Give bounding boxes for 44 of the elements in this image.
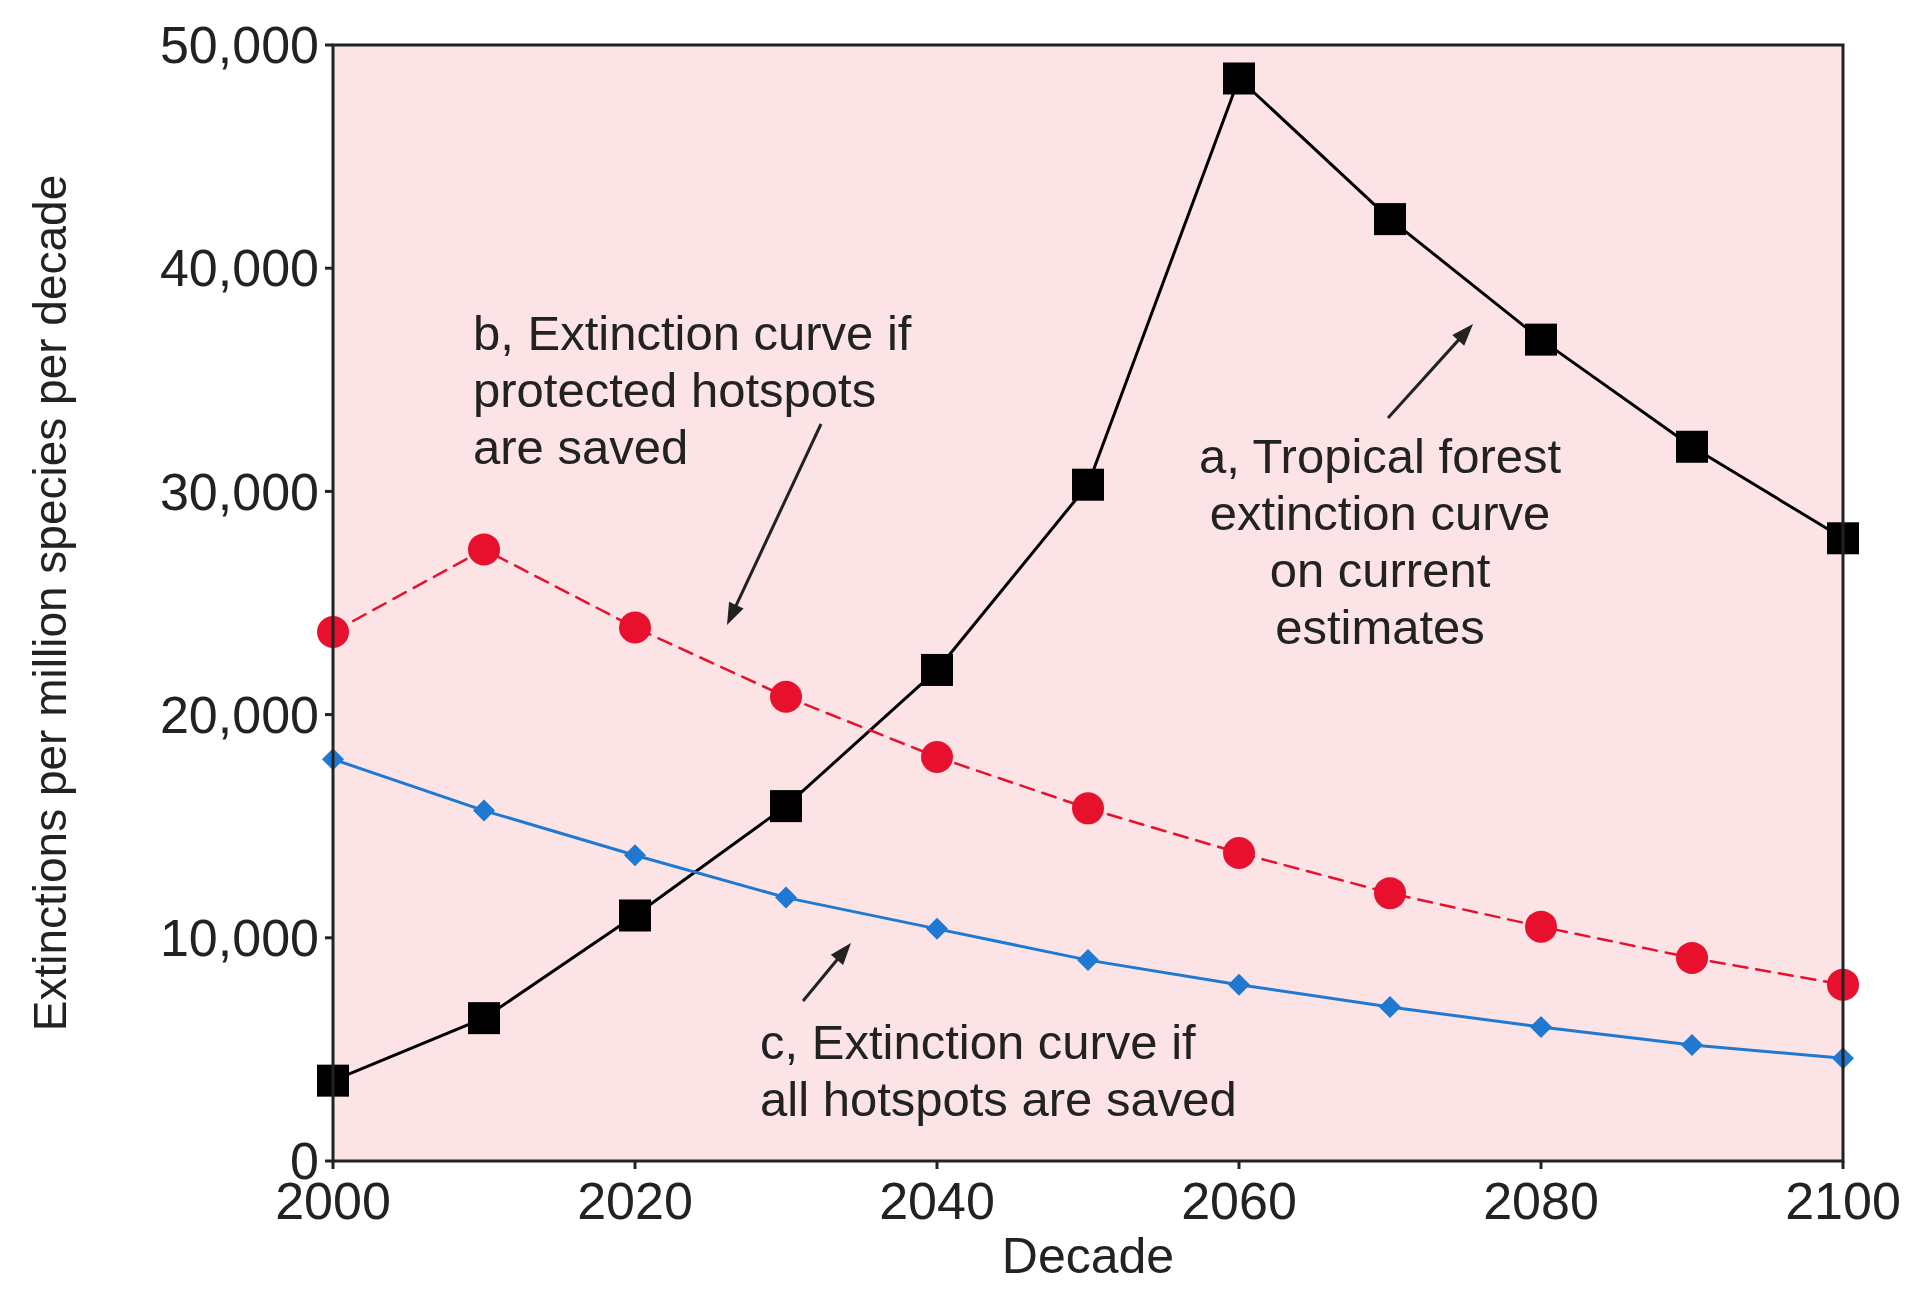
point: [1077, 949, 1099, 972]
point: [468, 1002, 500, 1035]
annotation: c, Extinction curve if all hotspots are saved: [760, 1015, 1237, 1126]
point: [926, 917, 948, 940]
annotation: b, Extinction curve if protected hotspots are saved: [473, 306, 912, 474]
point: [1827, 522, 1859, 555]
point: [770, 790, 802, 823]
y-tick-label: 30,000: [159, 462, 319, 521]
annotation: a, Tropical forest extinction curve on current estimates: [1198, 429, 1562, 654]
point: [1530, 1016, 1552, 1039]
point: [770, 680, 802, 713]
point: [1374, 877, 1406, 910]
point: [1072, 468, 1104, 501]
point: [1525, 910, 1557, 943]
point: [317, 1064, 349, 1097]
point: [473, 799, 495, 822]
y-axis-title: Extinctions per million species per decade: [24, 174, 76, 1032]
point: [1072, 792, 1104, 825]
point: [468, 533, 500, 566]
y-tick-label: 50,000: [159, 16, 319, 75]
point: [1223, 836, 1255, 869]
point: [1525, 323, 1557, 356]
point: [921, 653, 953, 686]
x-tick-label: 2080: [1483, 1172, 1599, 1230]
point: [624, 844, 646, 867]
point: [921, 741, 953, 774]
y-tick-label: 40,000: [159, 239, 319, 298]
point: [619, 611, 651, 644]
x-tick-label: 2100: [1785, 1172, 1901, 1230]
y-tick-label: 10,000: [159, 909, 319, 967]
point: [1374, 203, 1406, 236]
point: [1223, 62, 1255, 95]
x-tick-label: 2060: [1181, 1172, 1297, 1230]
x-tick-label: 2040: [879, 1172, 995, 1230]
point: [775, 886, 797, 909]
point: [1681, 1033, 1703, 1056]
y-tick-label: 20,000: [159, 685, 319, 744]
x-axis-title: Decade: [1001, 1228, 1175, 1284]
point: [619, 899, 651, 932]
point: [1676, 430, 1708, 463]
point: [1676, 941, 1708, 974]
point: [1379, 995, 1401, 1018]
x-tick-label: 2020: [577, 1172, 693, 1230]
point: [1228, 973, 1250, 996]
